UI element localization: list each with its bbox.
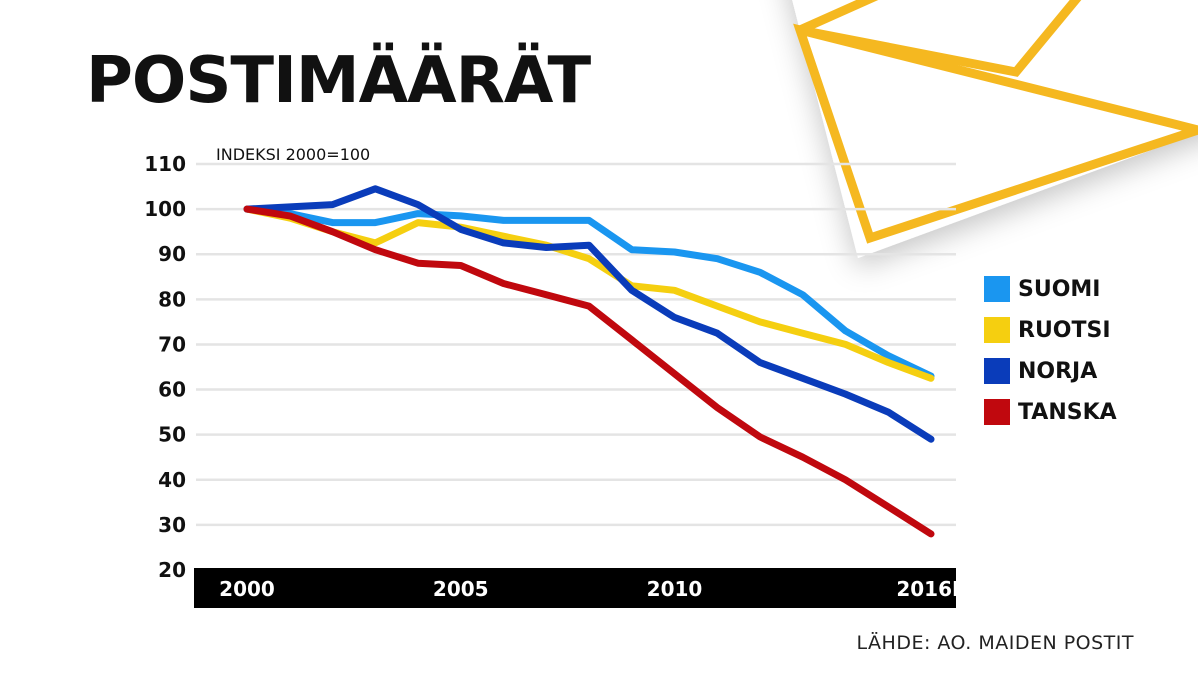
y-tick-label: 60 <box>158 378 186 402</box>
y-tick-label: 20 <box>158 558 186 582</box>
series-line-suomi <box>243 205 935 380</box>
chart-title: POSTIMÄÄRÄT <box>86 44 591 118</box>
legend-swatch <box>984 317 1010 343</box>
y-tick-label: 100 <box>144 197 186 221</box>
series-line-tanska <box>243 205 935 538</box>
legend-swatch <box>984 358 1010 384</box>
legend-label: TANSKA <box>1018 399 1117 425</box>
legend-swatch <box>984 276 1010 302</box>
x-tick-label: 2000 <box>219 577 275 601</box>
y-tick-label: 30 <box>158 513 186 537</box>
legend-item-tanska: TANSKA <box>984 399 1117 425</box>
y-tick-label: 40 <box>158 468 186 492</box>
series-lines <box>243 185 935 538</box>
series-line-norja <box>243 185 935 443</box>
y-tick-label: 50 <box>158 423 186 447</box>
grid <box>196 162 956 527</box>
legend-label: RUOTSI <box>1018 317 1111 343</box>
legend-swatch <box>984 399 1010 425</box>
x-tick-label: 2010 <box>647 577 703 601</box>
legend-item-norja: NORJA <box>984 358 1117 384</box>
y-tick-label: 70 <box>158 332 186 356</box>
legend-item-suomi: SUOMI <box>984 276 1117 302</box>
chart-subtitle: INDEKSI 2000=100 <box>216 145 371 164</box>
y-axis: 20 30 40 50 60 70 80 90 100 110 <box>144 152 186 582</box>
x-tick-label: 2016E <box>896 577 965 601</box>
y-tick-label: 80 <box>158 287 186 311</box>
envelope-illustration <box>792 0 1198 258</box>
x-tick-label: 2005 <box>433 577 489 601</box>
x-axis-bar <box>194 568 956 608</box>
series-line-ruotsi <box>243 205 935 382</box>
legend-item-ruotsi: RUOTSI <box>984 317 1117 343</box>
x-axis: 2000 2005 2010 2016E <box>219 577 966 601</box>
y-tick-label: 110 <box>144 152 186 176</box>
source-note: LÄHDE: AO. MAIDEN POSTIT <box>856 632 1134 654</box>
legend-label: SUOMI <box>1018 276 1101 302</box>
legend: SUOMI RUOTSI NORJA TANSKA <box>984 276 1117 440</box>
legend-label: NORJA <box>1018 358 1098 384</box>
y-tick-label: 90 <box>158 242 186 266</box>
